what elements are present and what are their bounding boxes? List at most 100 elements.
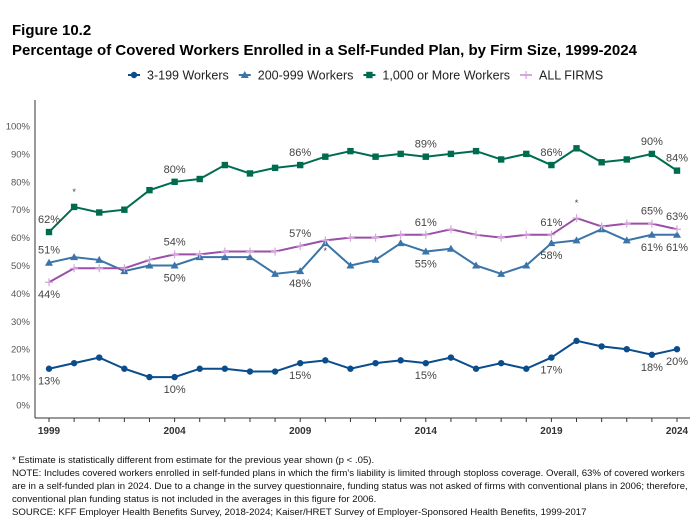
data-point: [673, 225, 681, 234]
data-point: [598, 343, 605, 350]
data-point: [572, 236, 581, 244]
data-point: [673, 230, 681, 238]
data-point: [196, 365, 203, 372]
data-point: [472, 365, 480, 372]
data-point: [271, 164, 279, 172]
data-point: [96, 209, 103, 216]
data-point: [548, 354, 555, 361]
data-point: [271, 269, 280, 277]
data-point: [647, 230, 656, 238]
data-label: 15%: [289, 370, 311, 382]
data-point: [271, 368, 279, 375]
data-point: [146, 186, 153, 194]
data-label: 58%: [540, 250, 562, 262]
data-label: 63%: [666, 211, 688, 223]
data-point: [96, 354, 103, 361]
data-point: [371, 255, 380, 263]
data-point: [446, 225, 455, 234]
data-point: [346, 261, 355, 269]
data-point: [497, 156, 505, 163]
data-label: 61%: [641, 242, 663, 254]
legend: 3-199 Workers 200-999 Workers 1,000 or Mor…: [128, 69, 603, 83]
data-point: [421, 230, 430, 239]
data-label: 17%: [540, 365, 562, 377]
y-tick-label: 100%: [6, 122, 31, 133]
data-point: [195, 250, 204, 259]
data-point: [523, 365, 530, 372]
data-point: [497, 359, 505, 367]
data-label: 51%: [38, 245, 60, 257]
data-point: [548, 161, 555, 169]
data-label: 65%: [641, 206, 663, 218]
note-text: NOTE: Includes covered workers enrolled …: [12, 468, 688, 505]
series-line: [48, 216, 678, 284]
data-point: [171, 178, 178, 185]
y-tick-label: 10%: [11, 373, 31, 384]
data-label: 10%: [164, 384, 186, 396]
x-tick-label: 2009: [289, 426, 312, 437]
significance-asterisk: *: [575, 198, 579, 208]
data-point: [321, 236, 330, 245]
y-tick-label: 50%: [11, 261, 31, 272]
data-point: [297, 359, 304, 367]
significance-note: * Estimate is statistically different fr…: [12, 455, 375, 466]
series-200-999-workers: 51% 50% 48% 55% 58% 61% 61% *: [38, 225, 688, 290]
data-point: [346, 233, 355, 242]
data-label: 54%: [164, 236, 186, 248]
data-label: 61%: [666, 242, 688, 254]
figure-label: Figure 10.2: [12, 22, 92, 39]
data-point: [547, 239, 556, 247]
data-point: [622, 219, 631, 228]
data-point: [170, 250, 179, 259]
legend-marker-icon: [240, 71, 249, 78]
data-point: [271, 247, 280, 256]
data-point: [171, 373, 178, 381]
data-point: [145, 261, 154, 269]
data-point: [196, 175, 203, 183]
data-point: [421, 247, 430, 255]
data-label: 86%: [540, 147, 562, 159]
significance-asterisk: *: [72, 187, 76, 197]
data-label: 80%: [164, 164, 186, 176]
y-tick-label: 70%: [11, 205, 31, 216]
data-label: 15%: [415, 370, 437, 382]
data-point: [245, 247, 254, 256]
data-point: [246, 170, 254, 177]
data-point: [146, 373, 153, 381]
series-3-199-workers: 13% 10% 15% 15% 17% 18% 20%: [38, 337, 688, 396]
data-point: [573, 145, 580, 152]
series-line: [48, 147, 678, 233]
x-tick-label: 2004: [163, 426, 186, 437]
data-label: 84%: [666, 153, 688, 165]
data-point: [120, 264, 129, 273]
data-label: 86%: [289, 147, 311, 159]
data-point: [647, 219, 656, 228]
data-point: [322, 357, 329, 364]
x-tick-label: 2014: [415, 426, 438, 437]
data-point: [296, 241, 305, 250]
data-point: [497, 233, 506, 242]
data-point: [397, 357, 404, 364]
data-point: [372, 153, 379, 160]
data-point: [322, 153, 329, 160]
data-label: 61%: [540, 217, 562, 229]
data-point: [422, 359, 429, 367]
y-tick-label: 30%: [11, 317, 31, 328]
data-point: [246, 368, 254, 375]
data-point: [472, 261, 481, 269]
data-point: [622, 236, 631, 244]
y-tick-label: 0%: [16, 401, 30, 412]
data-point: [170, 261, 179, 269]
data-point: [598, 159, 605, 166]
data-point: [648, 150, 656, 158]
data-point: [45, 365, 53, 372]
legend-label: ALL FIRMS: [539, 69, 603, 83]
data-point: [95, 255, 104, 263]
data-label: 57%: [289, 228, 311, 240]
data-label: 20%: [666, 356, 688, 368]
data-point: [673, 346, 681, 353]
legend-label: 3-199 Workers: [147, 69, 229, 83]
data-point: [523, 150, 530, 158]
data-point: [597, 222, 606, 231]
